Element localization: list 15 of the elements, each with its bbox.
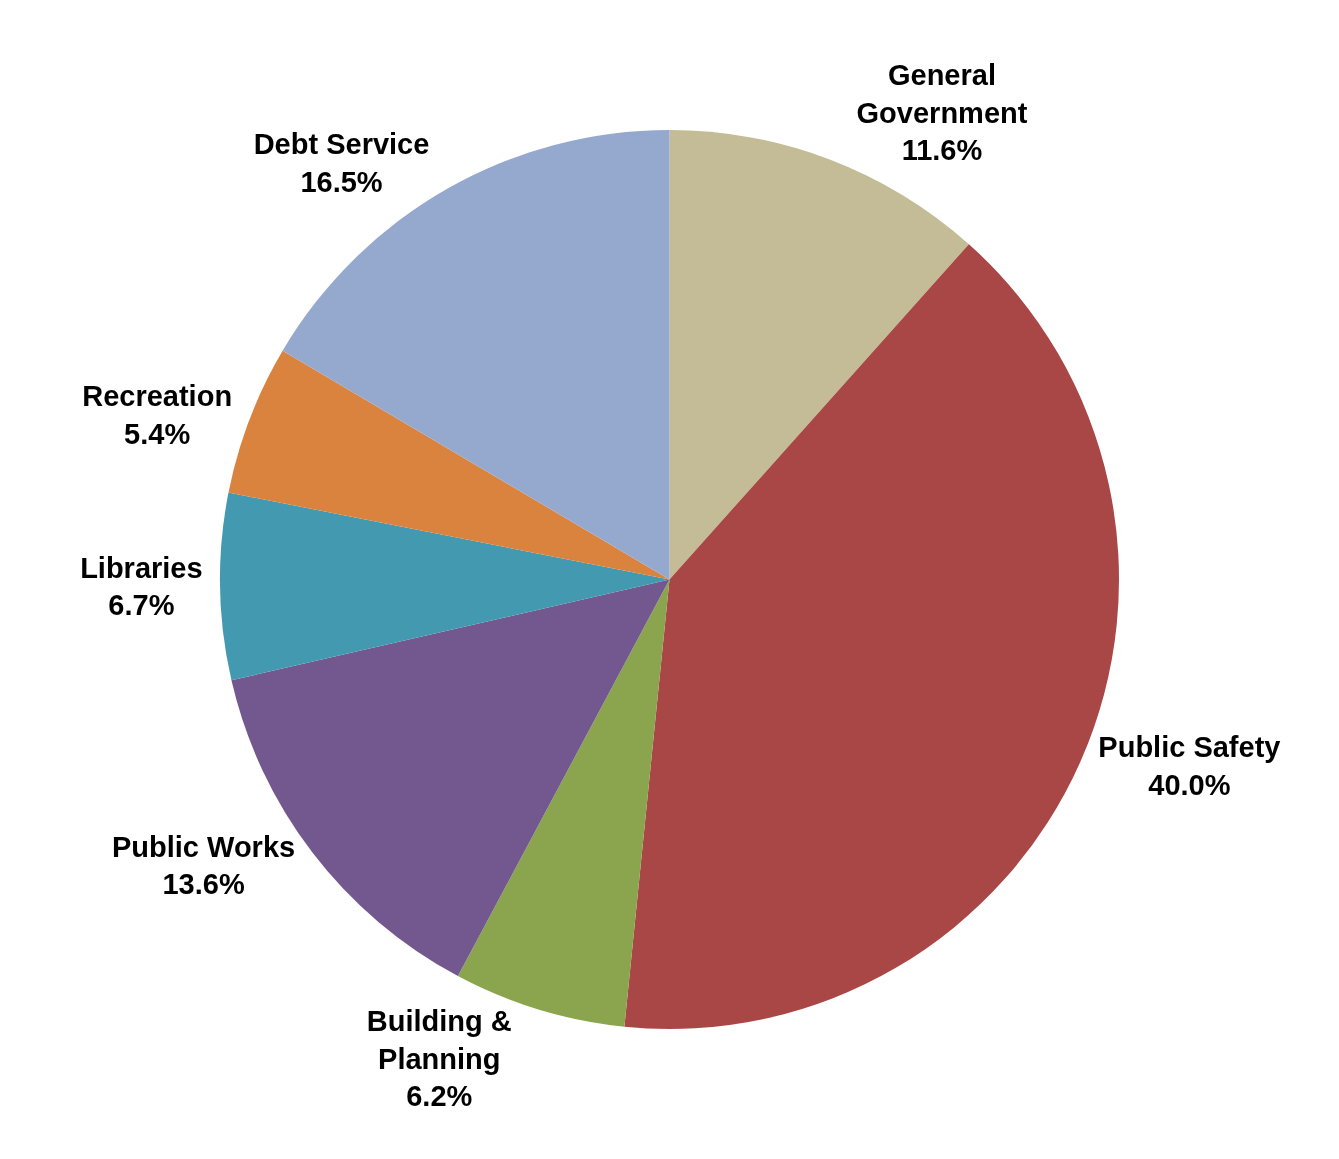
slice-label: Debt Service xyxy=(253,127,430,160)
slice-label: Building & Planning xyxy=(366,1004,512,1075)
data-label: 6.7% xyxy=(108,589,175,622)
slice-label: Public Safety xyxy=(1098,731,1281,764)
slice-label: General Government xyxy=(856,58,1028,129)
pie-slice xyxy=(220,492,670,681)
slice-label: Public Works xyxy=(111,830,296,863)
slice-label: Libraries xyxy=(80,551,203,584)
data-label: 13.6% xyxy=(162,868,245,901)
slice-label: Recreation xyxy=(82,380,233,413)
data-label: 11.6% xyxy=(901,134,983,167)
data-label: 5.4% xyxy=(124,417,191,450)
data-label: 6.2% xyxy=(406,1080,473,1113)
data-label: 40.0% xyxy=(1148,769,1231,802)
data-label: 16.5% xyxy=(300,165,383,198)
